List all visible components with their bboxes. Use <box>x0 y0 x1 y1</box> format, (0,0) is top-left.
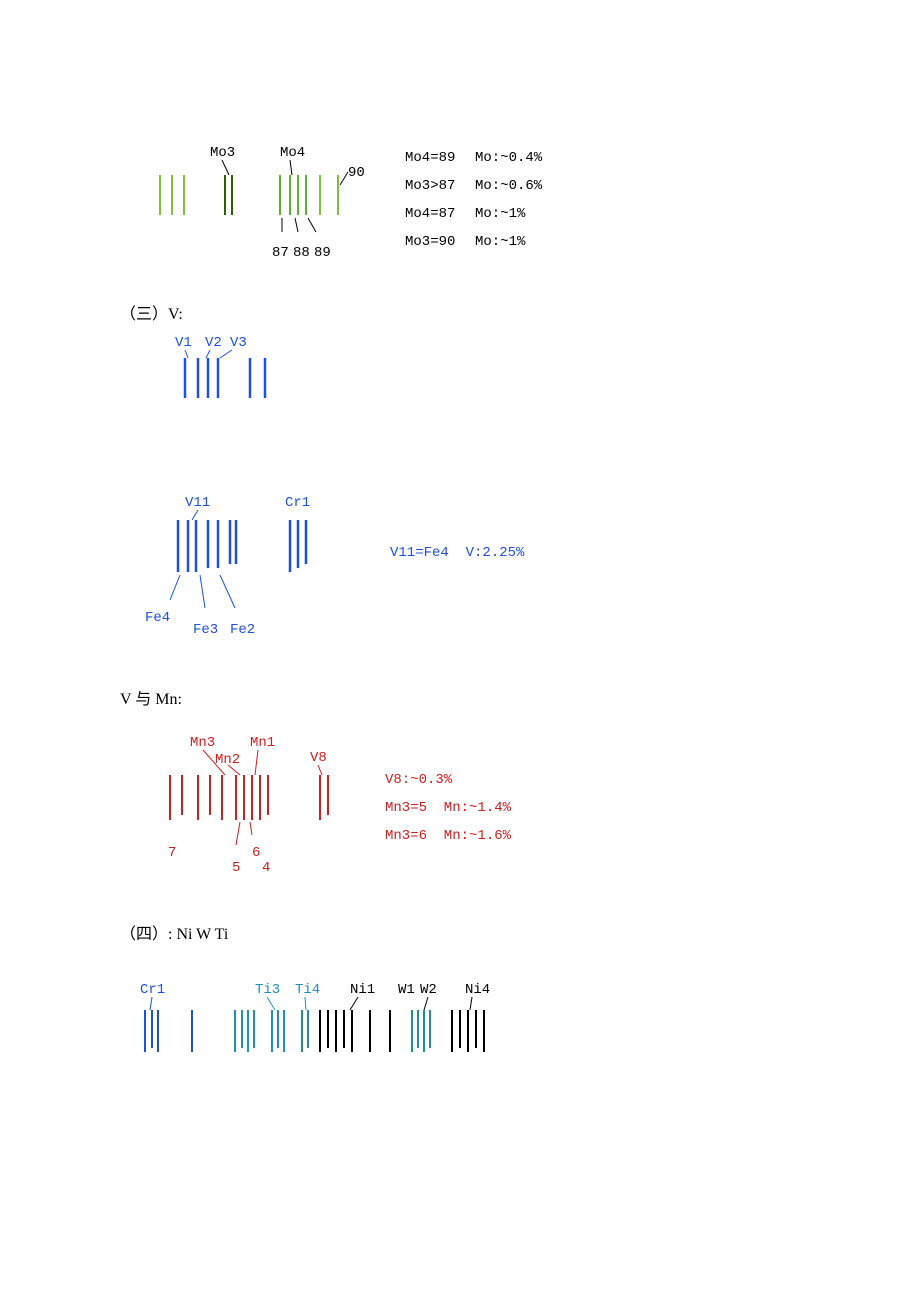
spectral-line <box>290 160 292 175</box>
ni-label: Cr1 <box>140 982 165 998</box>
spectral-line <box>236 822 240 845</box>
mn-note: V8:~0.3% <box>385 772 452 788</box>
mn-top-label: Mn2 <box>215 752 240 768</box>
spectral-line <box>206 350 210 358</box>
mo3-label: Mo3 <box>210 145 235 161</box>
mo-bot-label: 89 <box>314 245 331 261</box>
mo-note-key: Mo4=89 <box>405 150 455 166</box>
v1-label: V2 <box>205 335 222 351</box>
spectral-line <box>220 575 235 608</box>
v2-top-label: Cr1 <box>285 495 310 511</box>
ni-label: Ti4 <box>295 982 320 998</box>
ni-label: Ni4 <box>465 982 490 998</box>
mo-note-key: Mo3=90 <box>405 234 455 250</box>
ni-label: Ti3 <box>255 982 280 998</box>
spectral-line <box>267 997 275 1010</box>
mn-bot-label: 5 <box>232 860 240 876</box>
mo-top-label: Mo4 <box>280 145 305 161</box>
mo-note-val: Mo:~0.6% <box>475 178 542 194</box>
heading-v: （三）V: <box>120 300 183 324</box>
mo-note-val: Mo:~1% <box>475 234 525 250</box>
v1-label: V3 <box>230 335 247 351</box>
spectral-line <box>185 350 188 358</box>
mn-note: Mn3=6 Mn:~1.6% <box>385 828 511 844</box>
spectral-line <box>250 822 252 835</box>
spectral-line <box>308 218 316 232</box>
mn-top-label: Mn1 <box>250 735 275 751</box>
heading-ni: （四）: Ni W Ti <box>120 920 228 944</box>
v2-bot-label: Fe3 <box>193 622 218 638</box>
mn-bot-label: 4 <box>262 860 270 876</box>
spectral-line <box>220 350 232 358</box>
heading-vmn: V 与 Mn: <box>120 685 182 709</box>
spectral-line <box>150 997 152 1010</box>
spectral-line <box>424 997 428 1010</box>
mo-note-key: Mo4=87 <box>405 206 455 222</box>
spectral-line <box>295 218 298 232</box>
spectral-line <box>200 575 205 608</box>
spectral-line <box>470 997 472 1010</box>
mn-bot-label: 6 <box>252 845 260 861</box>
mo-note-val: Mo:~0.4% <box>475 150 542 166</box>
mn-top-label: V8 <box>310 750 327 766</box>
v1-label: V1 <box>175 335 192 351</box>
ni-label: W2 <box>420 982 437 998</box>
mo-note-key: Mo3>87 <box>405 178 455 194</box>
v2-top-label: V11 <box>185 495 210 511</box>
mo-bot-label: 88 <box>293 245 310 261</box>
spectral-line <box>255 750 258 775</box>
v2-bot-label: Fe2 <box>230 622 255 638</box>
spectral-line <box>192 510 198 520</box>
spectral-line <box>305 997 306 1010</box>
mo-note-val: Mo:~1% <box>475 206 525 222</box>
mo-top-label: 90 <box>348 165 365 181</box>
ni-label: Ni1 <box>350 982 375 998</box>
spectral-line <box>222 160 229 175</box>
mn-bot-label: 7 <box>168 845 176 861</box>
mo-bot-label: 87 <box>272 245 289 261</box>
spectral-line <box>170 575 180 600</box>
spectral-line <box>340 172 348 185</box>
mn-note: Mn3=5 Mn:~1.4% <box>385 800 511 816</box>
v2-bot-label: Fe4 <box>145 610 170 626</box>
v2-note: V11=Fe4 V:2.25% <box>390 545 524 561</box>
ni-label: W1 <box>398 982 415 998</box>
mn-top-label: Mn3 <box>190 735 215 751</box>
spectral-line <box>318 765 322 775</box>
spectral-line <box>350 997 358 1010</box>
